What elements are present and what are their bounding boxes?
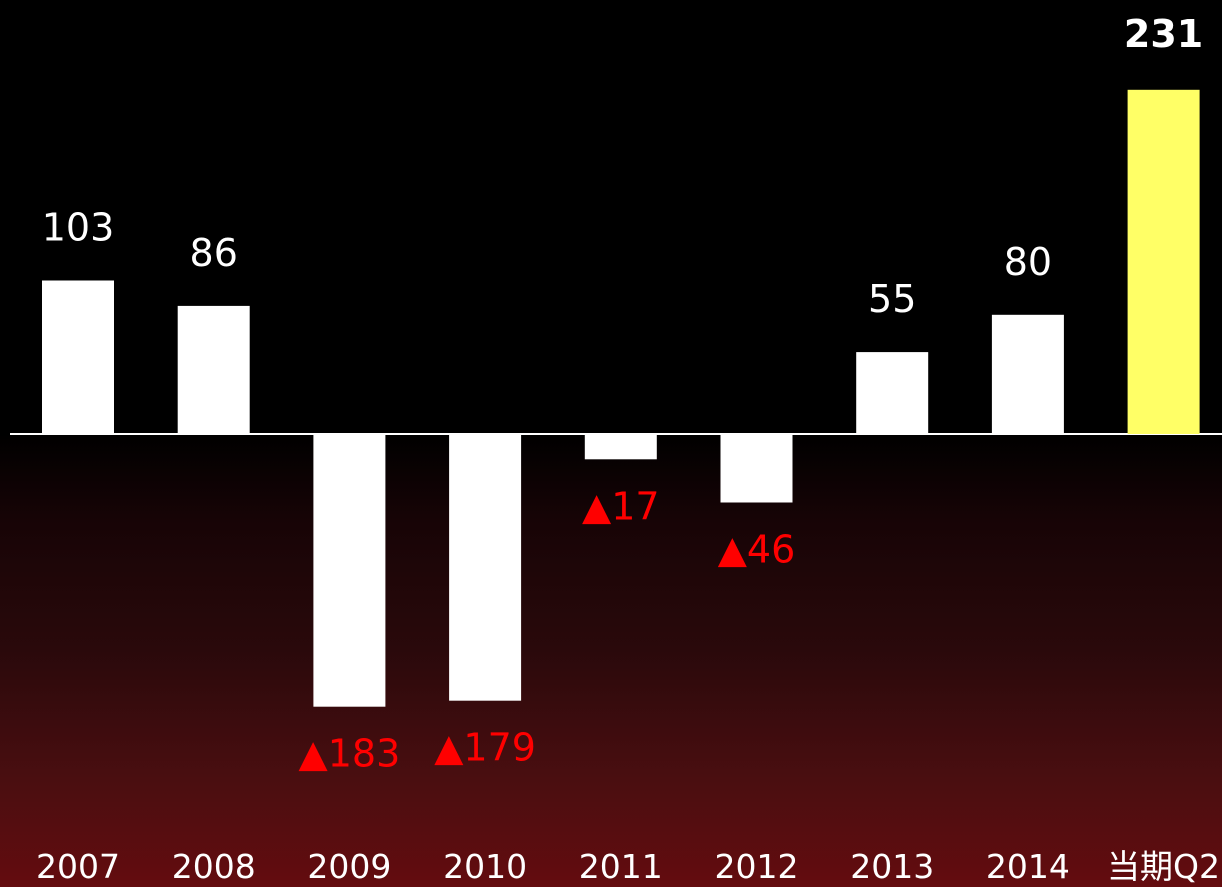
category-label-2014: 2014	[986, 847, 1070, 886]
value-label-2012: ▲46	[718, 528, 796, 572]
bar-2007	[42, 280, 114, 434]
category-label-2012: 2012	[715, 847, 799, 886]
category-label-2010: 2010	[443, 847, 527, 886]
bar-当期Q2	[1127, 89, 1200, 435]
category-label-当期Q2: 当期Q2	[1107, 847, 1220, 886]
category-label-2007: 2007	[36, 847, 120, 886]
bar-2008	[177, 305, 250, 434]
category-label-2013: 2013	[850, 847, 934, 886]
value-label-2011: ▲17	[582, 484, 660, 528]
value-label-2010: ▲179	[434, 726, 536, 770]
bars-group	[42, 89, 1200, 707]
value-label-2007: 103	[42, 206, 115, 250]
bar-2011	[584, 434, 657, 460]
category-label-2009: 2009	[307, 847, 391, 886]
value-label-2008: 86	[190, 231, 238, 275]
value-label-2013: 55	[868, 277, 916, 321]
value-labels-group: 103 86 ▲183 ▲179 ▲17 ▲46 55 80 231	[42, 12, 1204, 776]
bar-2009	[313, 434, 386, 707]
bar-2012	[720, 434, 793, 503]
value-label-2009: ▲183	[299, 732, 401, 776]
category-label-2008: 2008	[172, 847, 256, 886]
value-label-当期Q2: 231	[1124, 12, 1203, 56]
value-label-2014: 80	[1004, 240, 1052, 284]
bar-2010	[449, 434, 522, 701]
category-label-2011: 2011	[579, 847, 663, 886]
bar-2014	[991, 314, 1064, 434]
category-labels-group: 2007 2008 2009 2010 2011 2012 2013 2014 当期Q2	[36, 847, 1220, 886]
bar-2013	[856, 352, 929, 435]
